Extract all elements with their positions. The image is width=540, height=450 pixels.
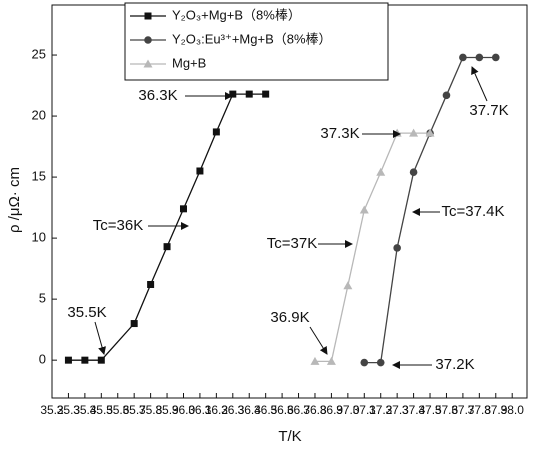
y-tick-label: 10 xyxy=(32,230,46,245)
annotation-arrow xyxy=(94,321,106,355)
data-point xyxy=(179,205,187,213)
legend-label: Mg+B xyxy=(172,55,206,70)
data-point xyxy=(442,91,451,100)
x-tick-label: 36.7 xyxy=(287,403,311,417)
data-point xyxy=(326,356,336,365)
annotation-arrow xyxy=(471,66,488,102)
x-tick-label: 37.1 xyxy=(353,403,377,417)
data-point xyxy=(262,90,270,98)
legend-marker xyxy=(144,12,152,20)
x-tick-label: 37.2 xyxy=(369,403,393,417)
data-point xyxy=(130,320,138,328)
data-point xyxy=(163,243,171,251)
x-tick-label: 35.5 xyxy=(90,403,114,417)
annotation: 35.5K xyxy=(67,304,106,321)
y-tick-label: 5 xyxy=(39,291,46,306)
data-point xyxy=(64,356,72,364)
annotation-arrow xyxy=(309,326,328,355)
data-point xyxy=(475,53,484,62)
x-tick-label: 37.3 xyxy=(385,403,409,417)
legend-marker xyxy=(144,36,152,44)
x-tick-label: 37.8 xyxy=(468,403,492,417)
x-tick-label: 36.8 xyxy=(303,403,327,417)
x-tick-label: 35.9 xyxy=(155,403,179,417)
data-point xyxy=(376,167,386,176)
x-tick-label: 35.2 xyxy=(40,403,64,417)
x-tick-label: 38.0 xyxy=(501,403,525,417)
data-point xyxy=(343,281,353,290)
x-tick-label: 36.4 xyxy=(238,403,262,417)
legend-marker xyxy=(143,59,153,68)
annotation: 37.3K xyxy=(320,125,359,142)
y-tick-label: 0 xyxy=(39,352,46,367)
y-tick-label: 15 xyxy=(32,169,46,184)
data-point xyxy=(81,356,89,364)
x-tick-label: 37.7 xyxy=(451,403,475,417)
data-point xyxy=(409,128,419,137)
x-tick-label: 37.9 xyxy=(484,403,508,417)
legend-label: Y₂O₃+Mg+B（8%棒） xyxy=(172,7,301,22)
x-axis-label: T/K xyxy=(278,428,301,445)
annotation: Tc=37.4K xyxy=(442,203,505,220)
x-tick-label: 36.9 xyxy=(320,403,344,417)
x-tick-label: 36.1 xyxy=(188,403,212,417)
x-tick-label: 35.3 xyxy=(57,403,81,417)
x-tick-label: 35.8 xyxy=(139,403,163,417)
x-tick-label: 36.2 xyxy=(205,403,229,417)
legend-label: Y₂O₃:Eu³⁺+Mg+B（8%棒） xyxy=(172,31,332,46)
x-tick-label: 35.6 xyxy=(106,403,130,417)
x-tick-label: 36.6 xyxy=(270,403,294,417)
data-point xyxy=(491,53,500,62)
series-line xyxy=(314,132,431,363)
x-tick-label: 35.4 xyxy=(73,403,97,417)
annotation: 37.7K xyxy=(469,102,508,119)
data-point xyxy=(359,205,369,214)
data-point xyxy=(409,168,418,177)
data-point xyxy=(245,90,253,98)
data-point xyxy=(97,356,105,364)
x-tick-label: 37.5 xyxy=(418,403,442,417)
x-tick-label: 36.0 xyxy=(172,403,196,417)
data-point xyxy=(459,53,467,62)
x-tick-label: 36.3 xyxy=(221,403,245,417)
y-tick-label: 25 xyxy=(32,46,46,61)
data-point xyxy=(310,356,320,365)
x-tick-label: 37.4 xyxy=(402,403,426,417)
y-tick-label: 20 xyxy=(32,108,46,123)
data-point xyxy=(147,280,155,288)
annotation: Tc=36K xyxy=(93,217,143,234)
data-point xyxy=(425,128,435,137)
x-tick-label: 37.6 xyxy=(435,403,459,417)
annotation: Tc=37K xyxy=(267,235,317,252)
data-point xyxy=(376,358,385,367)
annotation: 37.2K xyxy=(435,356,474,373)
legend-box xyxy=(124,2,389,81)
data-point xyxy=(393,244,401,252)
x-tick-label: 35.7 xyxy=(123,403,147,417)
x-tick-label: 37.0 xyxy=(336,403,360,417)
data-point xyxy=(212,128,220,136)
data-point xyxy=(196,167,204,175)
y-axis-label: ρ /μΩ· cm xyxy=(6,167,23,233)
annotation: 36.3K xyxy=(138,87,177,104)
data-point xyxy=(360,358,369,367)
data-point xyxy=(229,90,237,98)
x-tick-label: 36.5 xyxy=(254,403,278,417)
annotation: 36.9K xyxy=(270,309,309,326)
